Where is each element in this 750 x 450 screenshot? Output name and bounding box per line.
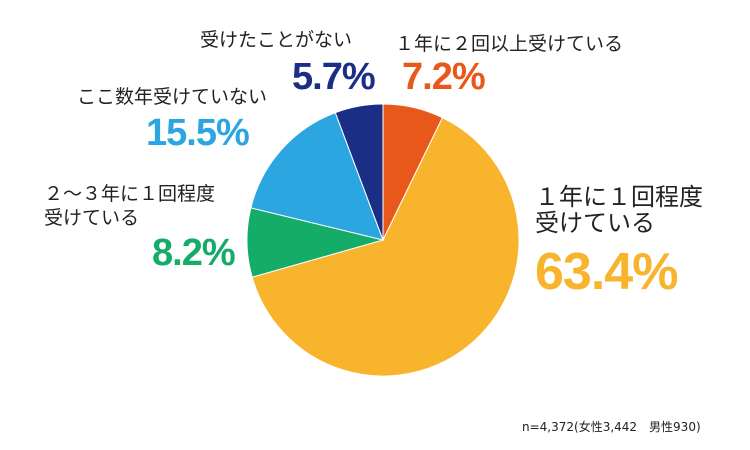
label-every-2-3-years-line2: 受けている [44,207,140,229]
value-not-recent-years: 15.5% [146,112,250,154]
label-every-2-3-years-line1: ２～３年に１回程度 [44,183,216,205]
slice-once-a-year [251,117,520,377]
label-never: 受けたことがない [200,29,353,51]
label-not-recent-years: ここ数年受けていない [77,86,268,108]
label-once-a-year-line2: 受けている [535,209,655,237]
value-every-2-3-years: 8.2% [152,232,236,274]
value-never: 5.7% [292,56,376,98]
sample-size-note: n=4,372(女性3,442 男性930) [522,420,701,434]
slice-not-recent-years [250,111,384,241]
value-twice-a-year: 7.2% [402,56,486,98]
slice-never [334,103,384,241]
label-once-a-year-line1: １年に１回程度 [535,183,703,211]
value-once-a-year: 63.4% [535,243,678,301]
label-twice-a-year: １年に２回以上受けている [395,33,624,55]
